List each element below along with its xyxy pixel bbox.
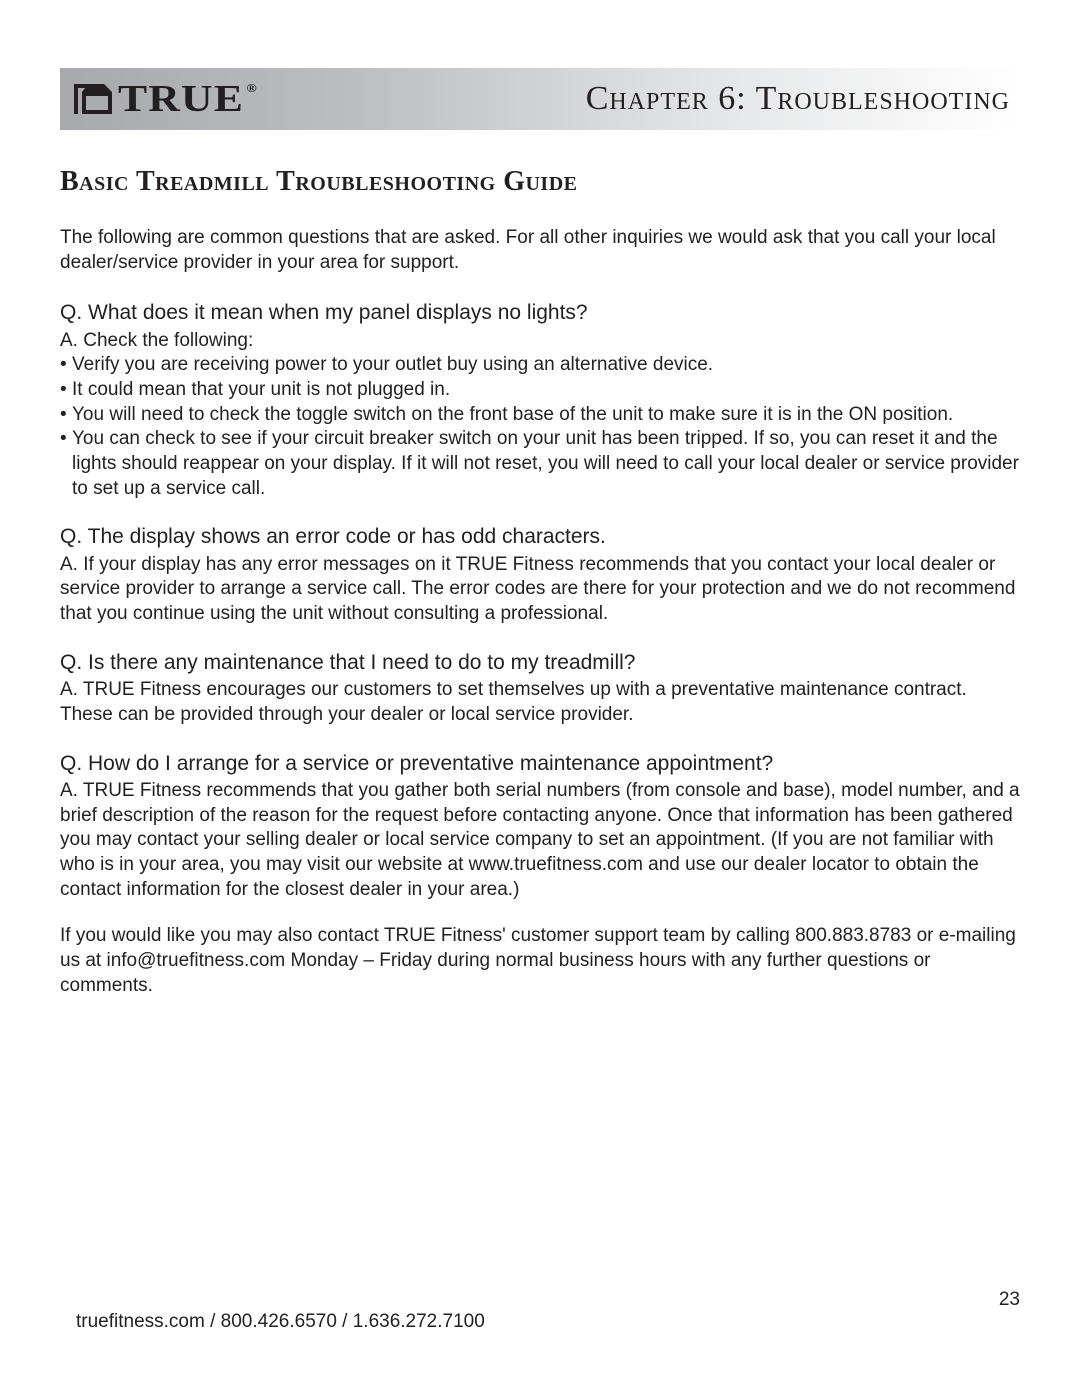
closing-paragraph: If you would like you may also contact T… — [60, 924, 1020, 998]
brand-logo-icon — [74, 84, 112, 114]
question-text: Q. Is there any maintenance that I need … — [60, 649, 1020, 676]
intro-paragraph: The following are common questions that … — [60, 226, 1020, 275]
brand-name: TRUE — [118, 78, 244, 120]
qa-block: Q. Is there any maintenance that I need … — [60, 649, 1020, 728]
footer-contact: truefitness.com / 800.426.6570 / 1.636.2… — [76, 1311, 485, 1333]
question-text: Q. What does it mean when my panel displ… — [60, 299, 1020, 326]
registered-mark: ® — [246, 81, 257, 95]
answer-text: A. TRUE Fitness recommends that you gath… — [60, 779, 1020, 902]
answer-bullet: You can check to see if your circuit bre… — [60, 427, 1020, 501]
qa-block: Q. The display shows an error code or ha… — [60, 523, 1020, 626]
chapter-title: Chapter 6: Troubleshooting — [586, 80, 1010, 118]
brand-logo-text: TRUE® — [118, 77, 258, 121]
answer-bullet: It could mean that your unit is not plug… — [60, 378, 1020, 403]
qa-block: Q. How do I arrange for a service or pre… — [60, 750, 1020, 903]
header-bar: TRUE® Chapter 6: Troubleshooting — [60, 68, 1020, 130]
answer-text: A. If your display has any error message… — [60, 553, 1020, 627]
page-footer: truefitness.com / 800.426.6570 / 1.636.2… — [0, 1311, 1080, 1333]
question-text: Q. The display shows an error code or ha… — [60, 523, 1020, 550]
page-number: 23 — [999, 1289, 1020, 1311]
answer-text: A. TRUE Fitness encourages our customers… — [60, 678, 1020, 727]
brand-logo: TRUE® — [74, 77, 240, 121]
qa-block: Q. What does it mean when my panel displ… — [60, 299, 1020, 501]
section-title: Basic Treadmill Troubleshooting Guide — [60, 166, 1020, 198]
document-page: TRUE® Chapter 6: Troubleshooting Basic T… — [0, 0, 1080, 1048]
answer-bullet: Verify you are receiving power to your o… — [60, 353, 1020, 378]
question-text: Q. How do I arrange for a service or pre… — [60, 750, 1020, 777]
answer-bullet: You will need to check the toggle switch… — [60, 403, 1020, 428]
answer-lead: A. Check the following: — [60, 329, 1020, 354]
answer-bullet-list: Verify you are receiving power to your o… — [60, 353, 1020, 501]
